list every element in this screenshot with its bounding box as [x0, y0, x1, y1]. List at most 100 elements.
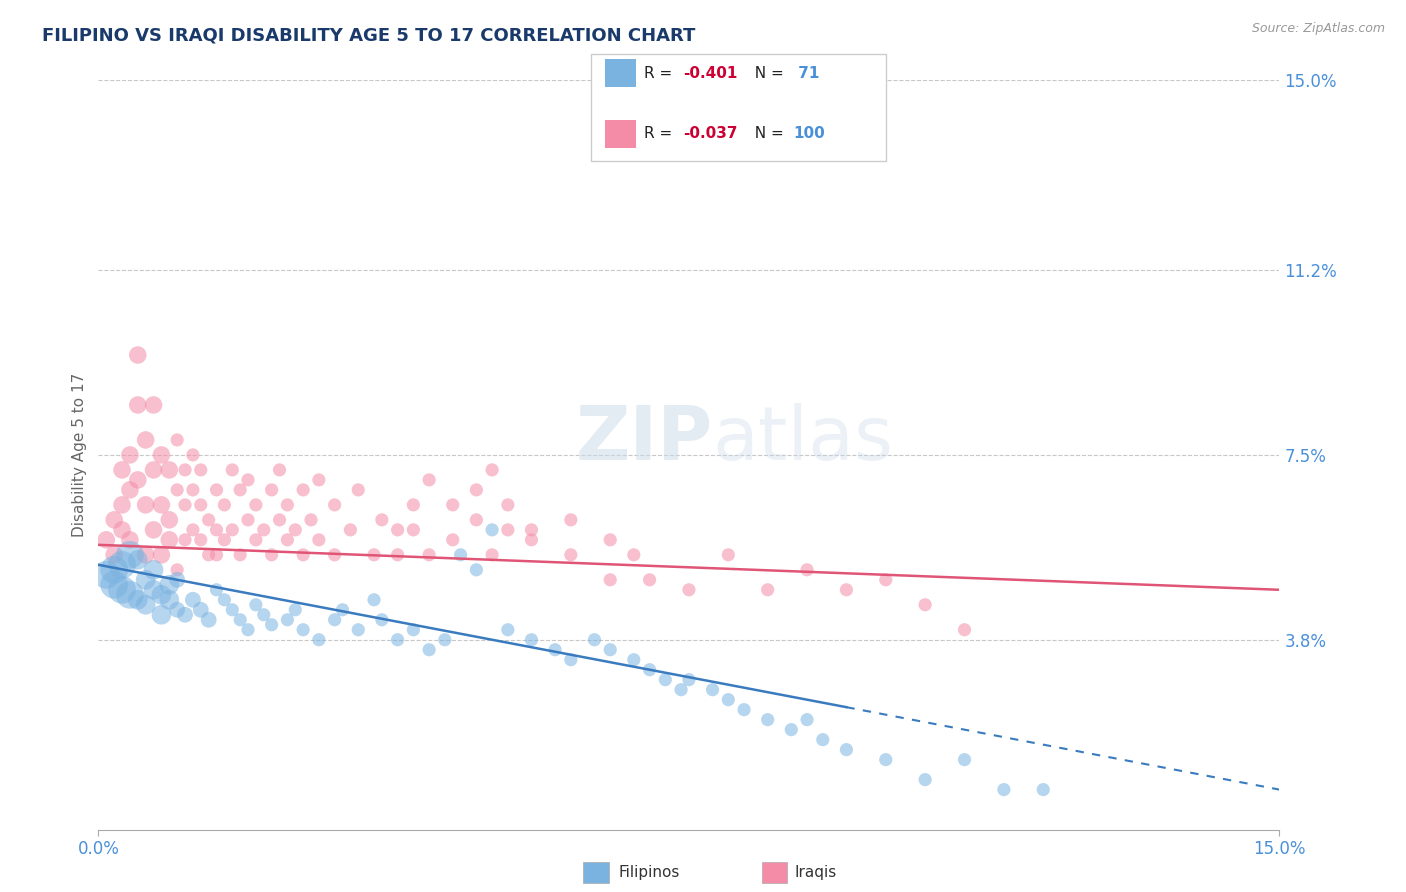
Point: [402, 623, 425, 637]
Point: [914, 772, 936, 787]
Point: [465, 563, 488, 577]
Point: [292, 623, 315, 637]
Point: [623, 548, 645, 562]
Point: [669, 682, 692, 697]
Point: [796, 563, 818, 577]
Point: [599, 533, 621, 547]
Point: [157, 578, 180, 592]
Point: [953, 753, 976, 767]
Point: [229, 548, 252, 562]
Point: [103, 513, 125, 527]
Point: [835, 582, 858, 597]
Point: [150, 607, 173, 622]
Point: [142, 398, 165, 412]
Text: N =: N =: [745, 127, 789, 141]
Point: [150, 588, 173, 602]
Point: [214, 592, 236, 607]
Point: [260, 548, 283, 562]
Text: Iraqis: Iraqis: [794, 865, 837, 880]
Point: [157, 592, 180, 607]
Point: [127, 398, 149, 412]
Point: [181, 483, 204, 497]
Point: [387, 632, 409, 647]
Point: [236, 623, 259, 637]
Point: [197, 513, 219, 527]
Point: [245, 533, 267, 547]
Point: [560, 653, 582, 667]
Point: [214, 498, 236, 512]
Point: [190, 533, 212, 547]
Point: [284, 523, 307, 537]
Point: [702, 682, 724, 697]
Point: [496, 623, 519, 637]
Point: [583, 632, 606, 647]
Point: [103, 563, 125, 577]
Point: [339, 523, 361, 537]
Point: [103, 578, 125, 592]
Point: [260, 483, 283, 497]
Point: [481, 548, 503, 562]
Point: [190, 498, 212, 512]
Point: [127, 592, 149, 607]
Point: [135, 498, 157, 512]
Point: [221, 603, 243, 617]
Point: [276, 613, 298, 627]
Point: [245, 498, 267, 512]
Point: [387, 523, 409, 537]
Point: [544, 642, 567, 657]
Point: [599, 573, 621, 587]
Point: [127, 348, 149, 362]
Point: [418, 642, 440, 657]
Text: N =: N =: [745, 66, 789, 80]
Point: [157, 463, 180, 477]
Point: [811, 732, 834, 747]
Point: [496, 498, 519, 512]
Point: [103, 548, 125, 562]
Point: [157, 533, 180, 547]
Point: [174, 463, 197, 477]
Point: [308, 473, 330, 487]
Point: [174, 533, 197, 547]
Point: [260, 617, 283, 632]
Point: [190, 603, 212, 617]
Point: [166, 573, 188, 587]
Point: [496, 523, 519, 537]
Point: [638, 663, 661, 677]
Point: [520, 523, 543, 537]
Point: [111, 498, 134, 512]
Point: [292, 483, 315, 497]
Text: R =: R =: [644, 127, 678, 141]
Text: -0.037: -0.037: [683, 127, 738, 141]
Point: [127, 553, 149, 567]
Point: [299, 513, 322, 527]
Point: [118, 448, 141, 462]
Point: [654, 673, 676, 687]
Point: [323, 498, 346, 512]
Point: [717, 548, 740, 562]
Point: [371, 513, 394, 527]
Point: [520, 533, 543, 547]
Text: Filipinos: Filipinos: [619, 865, 681, 880]
Point: [135, 433, 157, 447]
Point: [157, 513, 180, 527]
Point: [363, 548, 385, 562]
Point: [214, 533, 236, 547]
Point: [875, 753, 897, 767]
Point: [796, 713, 818, 727]
Point: [142, 523, 165, 537]
Point: [221, 523, 243, 537]
Point: [638, 573, 661, 587]
Point: [875, 573, 897, 587]
Point: [190, 463, 212, 477]
Text: 71: 71: [793, 66, 820, 80]
Point: [181, 448, 204, 462]
Text: Source: ZipAtlas.com: Source: ZipAtlas.com: [1251, 22, 1385, 36]
Point: [402, 523, 425, 537]
Point: [197, 548, 219, 562]
Point: [166, 563, 188, 577]
Point: [118, 588, 141, 602]
Point: [221, 463, 243, 477]
Point: [135, 548, 157, 562]
Point: [418, 473, 440, 487]
Point: [756, 713, 779, 727]
